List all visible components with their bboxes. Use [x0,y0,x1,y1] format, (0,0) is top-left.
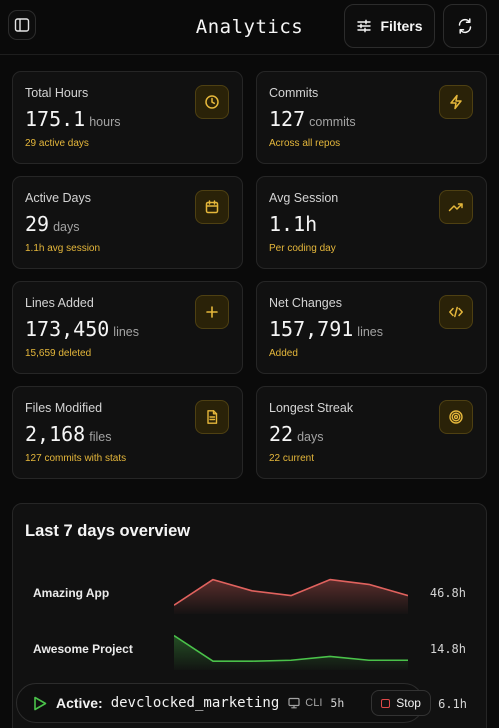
stat-unit: lines [113,325,140,339]
project-name: Amazing App [33,586,110,600]
sparkline-line [174,578,408,606]
overview-title: Last 7 days overview [25,522,191,540]
stat-unit: files [89,430,112,444]
stat-card-net-changes: Net Changes 157,791 lines Added [256,281,487,374]
stat-label: Longest Streak [269,401,354,415]
stat-unit: days [297,430,324,444]
monitor-icon [288,697,300,709]
stat-subtext: 22 current [269,453,315,464]
stat-unit: days [53,220,80,234]
code-icon [449,306,463,318]
stat-value: 2,168 [25,422,86,446]
stat-icon-badge [195,190,229,224]
project-hours: 6.1h [438,697,467,711]
project-hours: 46.8h [429,586,466,600]
refresh-icon [458,18,472,34]
stat-subtext: 15,659 deleted [25,348,92,359]
sliders-icon [357,19,372,33]
stat-subtext: Per coding day [269,243,336,254]
project-name: Awesome Project [33,642,133,656]
stat-value: 1.1h [269,212,318,236]
stat-icon-badge [195,400,229,434]
stat-card-active-days: Active Days 29 days 1.1h avg session [12,176,243,269]
stat-value: 175.1 [25,107,86,131]
stat-icon-badge [195,295,229,329]
file-icon [207,410,218,424]
sparkline-area [174,579,408,614]
stat-unit: hours [89,115,121,129]
stat-label: Total Hours [25,86,89,100]
stat-label: Avg Session [269,191,339,205]
calendar-icon [205,200,219,214]
stat-icon-badge [439,190,473,224]
stop-label: Stop [396,696,421,710]
stat-value: 29 [25,212,50,236]
refresh-button[interactable] [443,4,487,48]
sidebar-toggle-button[interactable] [8,10,36,40]
stat-label: Files Modified [25,401,103,415]
session-duration: 5h [330,696,345,710]
stat-subtext: Added [269,348,298,359]
stop-icon [381,698,391,708]
app-header: Analytics Filters [0,0,499,55]
trend-up-icon [448,203,463,212]
stat-value: 127 [269,107,306,131]
plus-icon [206,306,218,318]
filters-label: Filters [380,18,423,34]
active-session-bar: Active: devclocked_marketing CLI 5h Stop [16,683,431,723]
stat-subtext: 1.1h avg session [25,243,101,254]
target-icon [449,410,463,424]
sparkline-area [174,635,408,670]
active-label: Active: [56,695,103,711]
active-project-name: devclocked_marketing [110,695,280,711]
stat-icon-badge [439,400,473,434]
stat-subtext: Across all repos [269,138,341,149]
stat-label: Commits [269,86,319,100]
stat-subtext: 29 active days [25,138,89,149]
stat-unit: commits [309,115,356,129]
stat-label: Net Changes [269,296,342,310]
project-sparkline-amazing-app [174,578,408,614]
stat-value: 173,450 [25,317,110,341]
session-source: CLI [305,697,323,709]
stat-icon-badge [439,295,473,329]
stat-icon-badge [439,85,473,119]
stat-card-total-hours: Total Hours 175.1 hours 29 active days [12,71,243,164]
stat-card-longest-streak: Longest Streak 22 days 22 current [256,386,487,479]
stat-card-lines-added: Lines Added 173,450 lines 15,659 deleted [12,281,243,374]
stat-unit: lines [357,325,384,339]
sparkline-line [174,634,408,663]
stat-card-commits: Commits 127 commits Across all repos [256,71,487,164]
page-title: Analytics [195,16,304,38]
lightning-icon [450,94,462,110]
play-icon [34,696,47,710]
stat-label: Lines Added [25,296,94,310]
project-sparkline-awesome-project [174,634,408,670]
stat-label: Active Days [25,191,91,205]
stat-value: 157,791 [269,317,354,341]
stat-subtext: 127 commits with stats [25,453,127,464]
filters-button[interactable]: Filters [344,4,435,48]
sidebar-icon [14,18,30,32]
stat-card-files-modified: Files Modified 2,168 files 127 commits wi… [12,386,243,479]
stat-icon-badge [195,85,229,119]
stat-value: 22 [269,422,294,446]
clock-icon [205,95,219,109]
project-hours: 14.8h [429,642,466,656]
stat-card-avg-session: Avg Session 1.1h Per coding day [256,176,487,269]
stop-button[interactable]: Stop [371,690,431,716]
